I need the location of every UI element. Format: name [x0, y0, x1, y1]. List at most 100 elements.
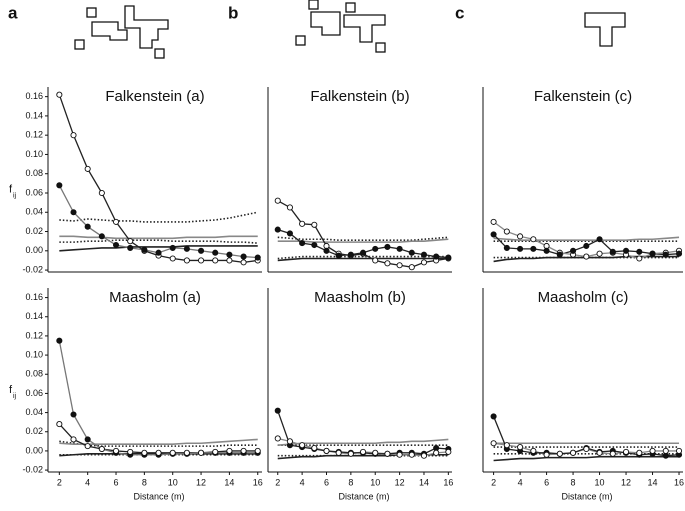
point [299, 220, 306, 227]
point [127, 448, 134, 455]
point [98, 189, 105, 197]
point [212, 249, 219, 256]
point [286, 204, 293, 211]
point [84, 443, 91, 450]
panel-title: Falkenstein (c) [534, 88, 632, 105]
point [311, 444, 318, 452]
y-tick-label: 0.04 [25, 207, 43, 217]
point [274, 197, 281, 204]
point [570, 449, 577, 456]
point [662, 447, 669, 454]
envelope-line [59, 438, 258, 446]
point [254, 447, 261, 454]
point [198, 449, 205, 456]
envelope-line [59, 440, 258, 447]
x-tick-label: 2 [57, 477, 62, 487]
y-tick-label: 0.00 [25, 445, 43, 455]
point [649, 447, 656, 454]
point [70, 209, 77, 216]
point [636, 255, 643, 262]
point [240, 447, 247, 454]
y-tick-label: 0.12 [25, 330, 43, 340]
point [84, 165, 91, 172]
point [226, 257, 233, 264]
point [240, 259, 247, 266]
point [530, 447, 537, 454]
point [408, 249, 415, 256]
point [141, 449, 148, 456]
point [530, 236, 537, 243]
point [517, 444, 524, 451]
point [636, 449, 643, 456]
x-tick-label: 4 [85, 477, 90, 487]
layout-icon [295, 0, 386, 53]
panel-title: Maasholm (a) [109, 289, 201, 306]
point [127, 238, 134, 245]
point [198, 257, 205, 264]
point [490, 218, 497, 225]
point [183, 257, 190, 264]
y-axis-label: f [9, 384, 13, 396]
point [347, 251, 354, 258]
panel-title: Falkenstein (b) [310, 88, 409, 105]
point [323, 447, 330, 454]
point [323, 247, 330, 254]
point [609, 248, 616, 255]
point [70, 436, 77, 443]
x-tick-label: 12 [196, 477, 206, 487]
x-tick-label: 2 [275, 477, 280, 487]
point [56, 337, 63, 344]
x-tick-label: 10 [168, 477, 178, 487]
y-tick-label: 0.08 [25, 168, 43, 178]
point [84, 223, 91, 230]
y-tick-label: 0.12 [25, 130, 43, 140]
point [274, 407, 281, 414]
x-tick-label: 8 [571, 477, 576, 487]
y-tick-label: 0.14 [25, 311, 43, 321]
y-axis-label-sub: ij [13, 393, 17, 400]
point [384, 243, 391, 250]
point [384, 260, 391, 267]
x-axis-label: Distance (m) [133, 491, 184, 501]
y-tick-label: 0.06 [25, 388, 43, 398]
x-tick-label: 14 [419, 477, 429, 487]
point [141, 246, 148, 253]
point [503, 244, 510, 251]
x-tick-label: 10 [595, 477, 605, 487]
point [636, 248, 643, 255]
point [503, 228, 510, 235]
x-tick-label: 16 [443, 477, 453, 487]
y-axis-label: f [9, 183, 13, 195]
point [622, 448, 630, 455]
point [384, 450, 391, 457]
point [226, 251, 233, 258]
point [286, 230, 293, 237]
layout-icon [584, 12, 626, 47]
point [420, 251, 428, 258]
point [433, 449, 440, 456]
x-tick-label: 6 [324, 477, 329, 487]
point [359, 249, 367, 256]
panel-title: Maasholm (b) [314, 289, 406, 306]
point [517, 233, 524, 240]
envelope-line [59, 239, 258, 244]
point [240, 253, 247, 260]
x-tick-label: 2 [491, 477, 496, 487]
point [596, 250, 603, 257]
point [675, 447, 683, 454]
point [622, 247, 630, 254]
x-tick-label: 16 [674, 477, 684, 487]
layout-icon [74, 5, 169, 59]
point [517, 245, 524, 252]
y-axis-label-sub: ij [13, 192, 17, 199]
point [226, 447, 233, 454]
y-tick-label: 0.08 [25, 369, 43, 379]
point [311, 221, 318, 228]
point [112, 447, 120, 454]
point [445, 448, 452, 455]
point [169, 449, 176, 456]
panel-title: Falkenstein (a) [105, 88, 204, 105]
envelope-line [277, 257, 449, 262]
point [212, 257, 219, 264]
